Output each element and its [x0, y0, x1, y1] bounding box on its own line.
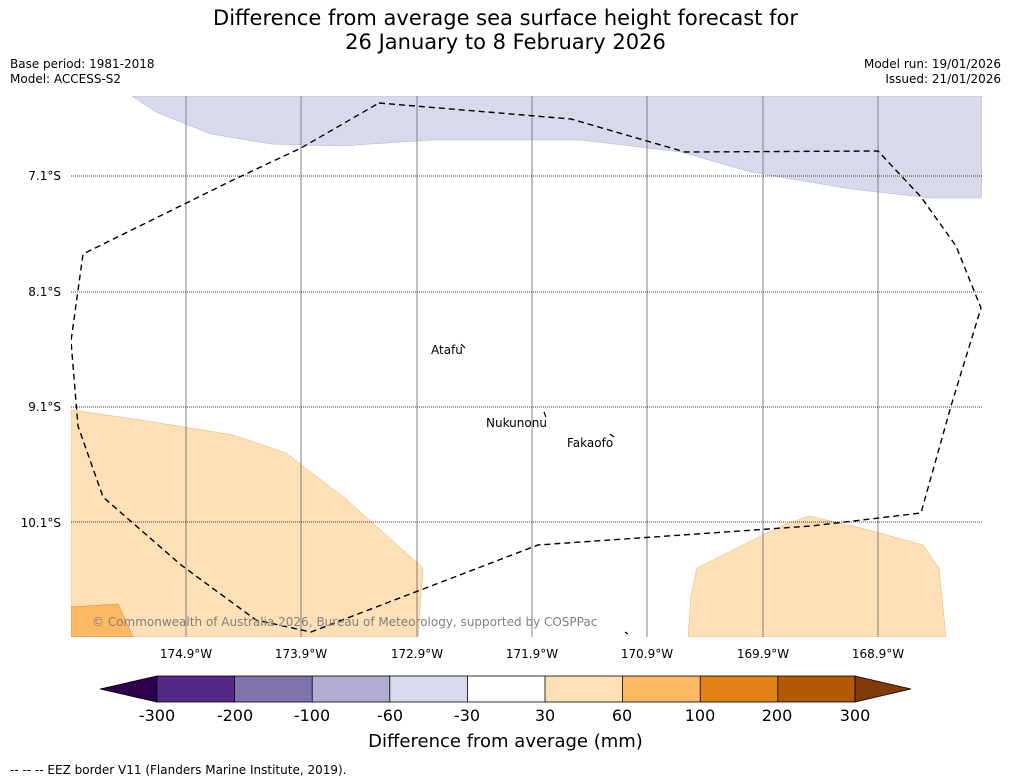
swains-island-mark [624, 631, 629, 635]
model-run: Model run: 19/01/2026 [863, 57, 1001, 71]
place-nukunonu: Nukunonu [486, 416, 547, 430]
colorbar-extend-max [854, 675, 912, 703]
chart-title: Difference from average sea surface heig… [0, 6, 1011, 54]
atafu-island-mark [460, 343, 466, 349]
place-atafu: Atafu [431, 343, 463, 357]
colorbar-bin [622, 676, 701, 702]
colorbar-bin [389, 676, 468, 702]
eez-legend: -- -- -- EEZ border V11 (Flanders Marine… [10, 763, 347, 777]
colorbar-tick: -300 [138, 706, 176, 725]
colorbar-bin [467, 676, 545, 702]
lon-label-168-9: 168.9°W [851, 647, 905, 661]
colorbar-tick: 30 [534, 706, 556, 725]
lon-label-171-9: 171.9°W [505, 647, 559, 661]
lat-label-9-1: 9.1°S [28, 400, 61, 414]
colorbar-bin [234, 676, 313, 702]
lat-label-10-1: 10.1°S [20, 516, 61, 530]
place-fakaofo: Fakaofo [567, 436, 614, 450]
longitude-gridlines [185, 96, 879, 637]
colorbar-tick: 100 [684, 706, 716, 725]
colorbar-bin [157, 676, 235, 702]
colorbar-bin [312, 676, 390, 702]
positive-anomaly-region-right [687, 515, 947, 637]
issued-date: Issued: 21/01/2026 [885, 72, 1001, 86]
positive-anomaly-region-left [71, 409, 424, 637]
copyright-notice: © Commonwealth of Australia 2026, Bureau… [92, 615, 598, 629]
lon-label-170-9: 170.9°W [620, 647, 674, 661]
nukunonu-island-mark [543, 411, 547, 418]
title-line-1: Difference from average sea surface heig… [213, 6, 798, 30]
colorbar-tick: 60 [611, 706, 633, 725]
lon-label-174-9: 174.9°W [159, 647, 213, 661]
colorbar-tick: 200 [761, 706, 793, 725]
colorbar-bin [777, 676, 855, 702]
lon-label-169-9: 169.9°W [736, 647, 790, 661]
colorbar-tick: -30 [453, 706, 481, 725]
colorbar-tick: -200 [216, 706, 254, 725]
map-svg [71, 96, 982, 637]
lon-label-173-9: 173.9°W [274, 647, 328, 661]
positive-anomaly-region-strong [71, 603, 134, 637]
lat-label-8-1: 8.1°S [28, 285, 61, 299]
map-panel [71, 96, 982, 637]
meta-left: Base period: 1981-2018 Model: ACCESS-S2 [10, 57, 155, 87]
colorbar-tick: 300 [839, 706, 871, 725]
colorbar-tick: -60 [376, 706, 404, 725]
colorbar-bin [700, 676, 778, 702]
negative-anomaly-region [131, 96, 982, 199]
fakaofo-island-mark [609, 433, 615, 438]
colorbar-bin [545, 676, 623, 702]
colorbar [100, 675, 912, 703]
lat-label-7-1: 7.1°S [28, 169, 61, 183]
lon-label-172-9: 172.9°W [390, 647, 444, 661]
colorbar-label: Difference from average (mm) [368, 731, 643, 752]
colorbar-tick: -100 [293, 706, 331, 725]
title-line-2: 26 January to 8 February 2026 [345, 30, 666, 54]
meta-right: Model run: 19/01/2026 Issued: 21/01/2026 [864, 57, 1001, 87]
model-name: Model: ACCESS-S2 [10, 72, 122, 86]
colorbar-extend-min [100, 675, 158, 703]
base-period: Base period: 1981-2018 [10, 57, 155, 71]
eez-border [71, 102, 982, 633]
